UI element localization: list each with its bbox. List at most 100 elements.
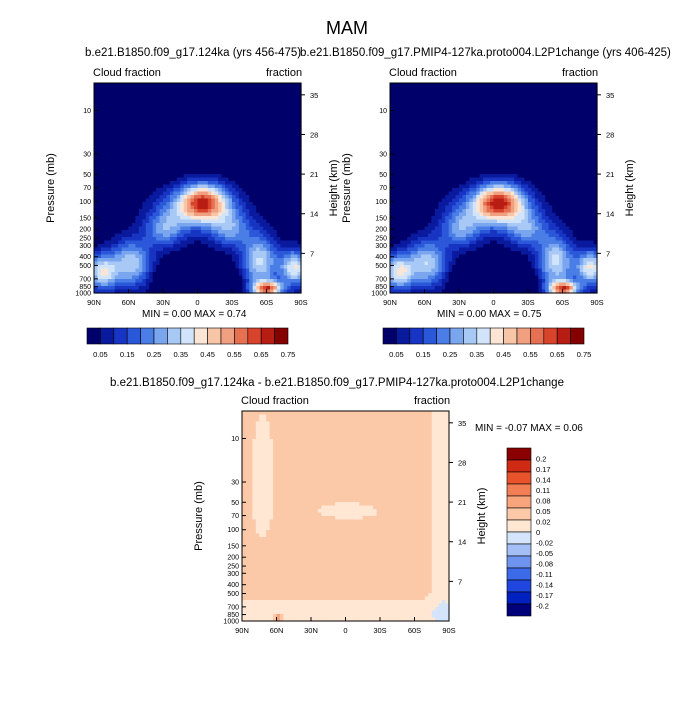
- heatmap-cell: [259, 230, 264, 235]
- heatmap-cell: [194, 247, 199, 252]
- heatmap-cell: [149, 174, 154, 179]
- heatmap-cell: [207, 237, 212, 242]
- heatmap-cell: [465, 83, 470, 88]
- heatmap-cell: [290, 191, 295, 196]
- heatmap-cell: [128, 191, 133, 196]
- heatmap-cell: [166, 279, 171, 284]
- heatmap-cell: [197, 135, 202, 140]
- heatmap-cell: [156, 111, 161, 116]
- heatmap-cell: [107, 93, 112, 98]
- heatmap-cell: [100, 170, 105, 175]
- heatmap-cell: [294, 111, 299, 116]
- heatmap-cell: [94, 170, 99, 175]
- heatmap-cell: [242, 107, 247, 112]
- heatmap-cell: [479, 156, 484, 161]
- heatmap-cell: [572, 93, 577, 98]
- heatmap-cell: [242, 244, 247, 249]
- heatmap-cell: [459, 93, 464, 98]
- heatmap-cell: [118, 244, 123, 249]
- heatmap-cell: [97, 125, 102, 130]
- heatmap-cell: [232, 230, 237, 235]
- heatmap-cell: [221, 163, 226, 168]
- heatmap-cell: [534, 146, 539, 151]
- heatmap-cell: [576, 153, 581, 158]
- heatmap-cell: [121, 261, 126, 266]
- heatmap-cell: [242, 174, 247, 179]
- heatmap-cell: [583, 86, 588, 91]
- heatmap-cell: [232, 153, 237, 158]
- heatmap-cell: [180, 282, 185, 287]
- heatmap-cell: [245, 121, 250, 126]
- heatmap-cell: [238, 212, 243, 217]
- heatmap-cell: [452, 97, 457, 102]
- heatmap-cell: [173, 289, 178, 294]
- heatmap-cell: [166, 223, 171, 228]
- heatmap-cell: [252, 132, 257, 137]
- heatmap-cell: [287, 258, 292, 263]
- heatmap-cell: [256, 118, 261, 123]
- heatmap-cell: [517, 107, 522, 112]
- heatmap-cell: [534, 107, 539, 112]
- heatmap-cell: [576, 83, 581, 88]
- heatmap-cell: [283, 125, 288, 130]
- heatmap-cell: [479, 100, 484, 105]
- heatmap-cell: [190, 149, 195, 154]
- heatmap-cell: [111, 237, 116, 242]
- heatmap-cell: [145, 247, 150, 252]
- heatmap-cell: [256, 174, 261, 179]
- heatmap-cell: [221, 289, 226, 294]
- heatmap-cell: [287, 174, 292, 179]
- heatmap-cell: [273, 261, 278, 266]
- heatmap-cell: [469, 156, 474, 161]
- heatmap-cell: [249, 86, 254, 91]
- heatmap-cell: [218, 244, 223, 249]
- heatmap-cell: [221, 104, 226, 109]
- heatmap-cell: [294, 142, 299, 147]
- height-tick-label: 21: [310, 170, 318, 179]
- heatmap-cell: [245, 177, 250, 182]
- heatmap-cell: [503, 104, 508, 109]
- heatmap-cell: [204, 275, 209, 280]
- heatmap-cell: [152, 205, 157, 210]
- heatmap-cell: [252, 265, 257, 270]
- heatmap-cell: [269, 128, 274, 133]
- heatmap-cell: [125, 244, 130, 249]
- heatmap-cell: [252, 226, 257, 231]
- heatmap-cell: [94, 118, 99, 123]
- heatmap-cell: [194, 139, 199, 144]
- heatmap-cell: [218, 114, 223, 119]
- heatmap-cell: [152, 251, 157, 256]
- heatmap-cell: [559, 83, 564, 88]
- heatmap-cell: [256, 254, 261, 259]
- heatmap-cell: [221, 100, 226, 105]
- heatmap-cell: [145, 135, 150, 140]
- heatmap-cell: [256, 209, 261, 214]
- heatmap-cell: [269, 282, 274, 287]
- heatmap-cell: [169, 233, 174, 238]
- heatmap-cell: [249, 181, 254, 186]
- heatmap-cell: [238, 289, 243, 294]
- heatmap-cell: [586, 146, 591, 151]
- heatmap-cell: [528, 153, 533, 158]
- heatmap-cell: [152, 265, 157, 270]
- heatmap-cell: [156, 181, 161, 186]
- heatmap-cell: [486, 142, 491, 147]
- heatmap-cell: [445, 104, 450, 109]
- heatmap-cell: [152, 209, 157, 214]
- heatmap-cell: [565, 132, 570, 137]
- heatmap-cell: [297, 226, 302, 231]
- heatmap-cell: [238, 97, 243, 102]
- heatmap-cell: [400, 107, 405, 112]
- heatmap-cell: [121, 107, 126, 112]
- heatmap-cell: [159, 139, 164, 144]
- heatmap-cell: [131, 226, 136, 231]
- heatmap-cell: [256, 237, 261, 242]
- heatmap-cell: [204, 160, 209, 165]
- heatmap-cell: [472, 132, 477, 137]
- heatmap-cell: [107, 104, 112, 109]
- heatmap-cell: [249, 90, 254, 95]
- heatmap-cell: [100, 216, 105, 221]
- heatmap-cell: [249, 191, 254, 196]
- heatmap-cell: [94, 268, 99, 273]
- panel1-minmax: MIN = 0.00 MAX = 0.74: [142, 309, 247, 320]
